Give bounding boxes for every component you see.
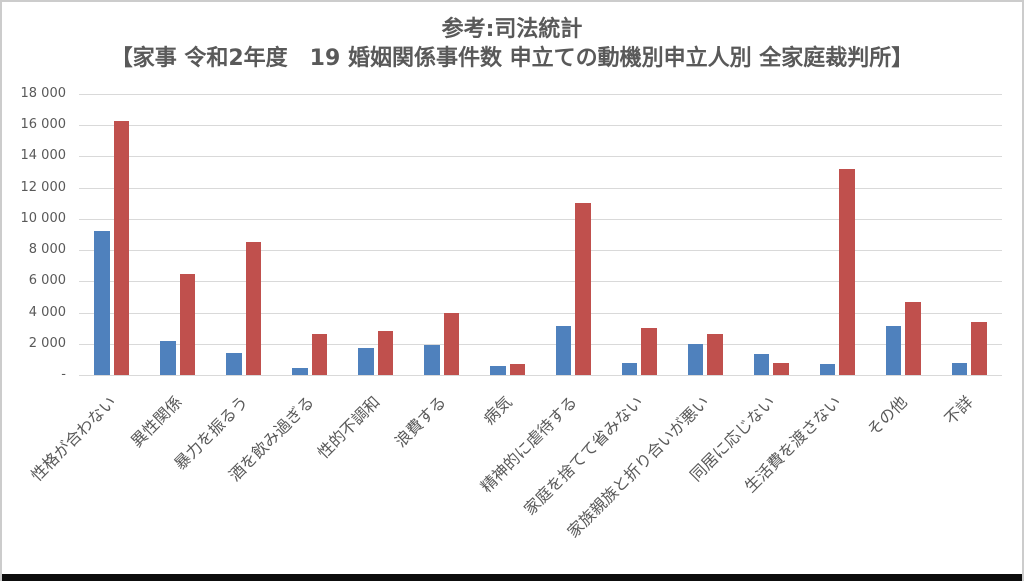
bar-series-1-blue xyxy=(490,365,506,375)
bar-series-2-red xyxy=(245,241,262,375)
bar-series-1-blue xyxy=(621,362,638,375)
gridline xyxy=(79,188,1002,189)
x-axis-line xyxy=(79,375,1002,376)
bottom-black-bar xyxy=(2,574,1022,581)
chart-title: 参考:司法統計 【家事 令和2年度 19 婚姻関係事件数 申立ての動機別申立人別… xyxy=(2,15,1022,73)
x-category-label: 不詳 xyxy=(940,392,977,429)
y-tick-label: 2 000 xyxy=(28,336,66,351)
y-tick-label: 4 000 xyxy=(28,305,66,320)
gridline xyxy=(79,156,1002,157)
bar-series-2-red xyxy=(641,328,657,375)
bar-series-1-blue xyxy=(226,353,242,375)
bar-series-1-blue xyxy=(424,345,440,375)
gridline xyxy=(79,313,1002,314)
bar-series-1-blue xyxy=(555,325,572,375)
y-tick-label: 16 000 xyxy=(20,117,67,132)
y-tick-label: - xyxy=(61,367,66,382)
gridline xyxy=(79,219,1002,220)
x-category-label: 浪費する xyxy=(390,392,450,451)
chart-title-line1: 参考:司法統計 xyxy=(441,17,583,42)
gridline xyxy=(79,344,1002,345)
gridline xyxy=(79,281,1002,282)
bar-series-1-blue xyxy=(292,367,308,375)
x-category-label: 病気 xyxy=(479,392,516,429)
bar-series-2-red xyxy=(113,120,130,375)
bar-series-1-blue xyxy=(819,364,836,375)
x-category-label: 性的不調和 xyxy=(313,392,384,463)
gridline xyxy=(79,125,1002,126)
bar-series-1-blue xyxy=(885,325,902,375)
bar-series-1-blue xyxy=(753,353,770,375)
x-category-label: その他 xyxy=(863,392,911,440)
bar-series-1-blue xyxy=(94,231,110,375)
bar-series-1-blue xyxy=(687,343,704,375)
x-category-label: 家庭を捨てて省みない xyxy=(520,392,648,519)
y-tick-label: 6 000 xyxy=(28,273,66,288)
bar-series-2-red xyxy=(707,333,723,375)
x-category-label: 異性関係 xyxy=(126,392,186,451)
bar-series-2-red xyxy=(773,363,789,375)
y-tick-label: 8 000 xyxy=(28,242,66,257)
bar-series-2-red xyxy=(971,321,987,375)
y-tick-label: 12 000 xyxy=(20,180,67,195)
bar-series-2-red xyxy=(179,273,196,375)
bar-series-1-blue xyxy=(951,363,968,375)
bar-series-1-blue xyxy=(358,348,374,375)
bar-series-2-red xyxy=(377,331,394,375)
bar-series-2-red xyxy=(509,364,526,375)
bar-series-2-red xyxy=(905,301,921,375)
bar-series-1-blue xyxy=(160,341,176,375)
bar-series-2-red xyxy=(575,203,591,375)
chart-title-line2: 【家事 令和2年度 19 婚姻関係事件数 申立ての動機別申立人別 全家庭裁判所】 xyxy=(110,46,914,71)
x-category-label: 性格が合わない xyxy=(27,392,120,485)
y-tick-label: 10 000 xyxy=(20,211,67,226)
y-tick-label: 18 000 xyxy=(20,86,67,101)
bar-series-2-red xyxy=(443,312,460,375)
bar-series-2-red xyxy=(839,168,855,375)
gridline xyxy=(79,250,1002,251)
y-tick-label: 14 000 xyxy=(20,148,67,163)
gridline xyxy=(79,94,1002,95)
bar-series-2-red xyxy=(311,334,328,375)
